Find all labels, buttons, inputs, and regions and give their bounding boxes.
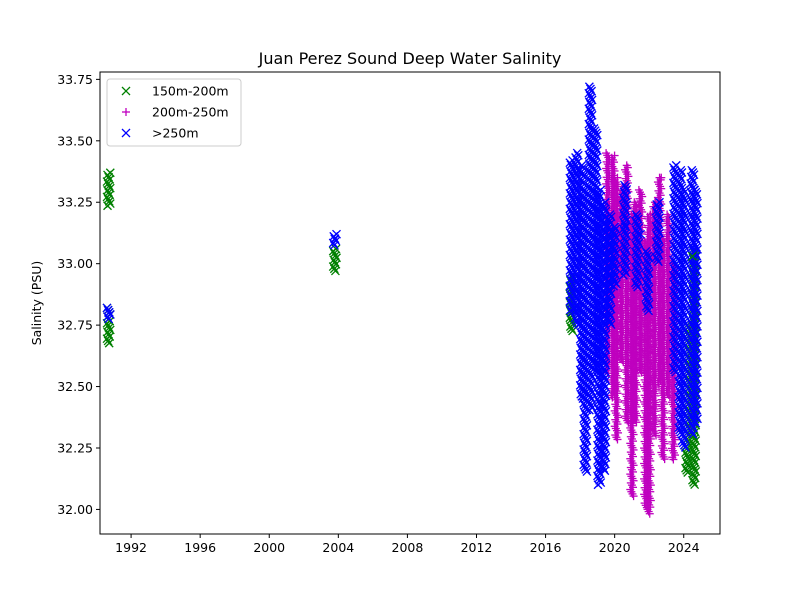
data-point-stroke-b bbox=[102, 334, 112, 344]
data-point bbox=[632, 418, 641, 427]
data-point-stroke-b bbox=[102, 192, 112, 202]
data-point bbox=[687, 475, 697, 485]
data-point-stroke-b bbox=[103, 179, 113, 189]
data-point-stroke-b bbox=[103, 336, 113, 346]
plot-area bbox=[102, 82, 702, 518]
data-point-stroke-b bbox=[329, 264, 339, 274]
data-point-stroke-b bbox=[689, 462, 699, 472]
data-point-stroke-b bbox=[329, 248, 339, 258]
data-point bbox=[102, 334, 112, 344]
data-points bbox=[102, 82, 702, 518]
data-point-stroke-b bbox=[102, 177, 112, 187]
data-point bbox=[689, 477, 699, 487]
data-point bbox=[102, 192, 112, 202]
y-axis-label: Salinity (PSU) bbox=[29, 261, 44, 346]
data-point-stroke-b bbox=[687, 475, 697, 485]
data-point-stroke-b bbox=[103, 185, 112, 195]
data-point bbox=[329, 264, 339, 274]
data-point bbox=[629, 492, 638, 501]
data-point-stroke-b bbox=[103, 170, 112, 180]
data-point bbox=[102, 177, 112, 187]
data-point-stroke-b bbox=[103, 201, 112, 211]
data-point bbox=[613, 435, 622, 444]
data-point-stroke-b bbox=[689, 447, 699, 457]
data-point-stroke-b bbox=[688, 453, 698, 463]
data-point bbox=[103, 201, 112, 211]
data-point-stroke-b bbox=[328, 246, 338, 256]
data-point bbox=[687, 444, 697, 454]
data-point-stroke-b bbox=[103, 327, 112, 337]
data-point bbox=[687, 460, 697, 470]
data-cluster bbox=[328, 244, 341, 276]
data-point bbox=[681, 463, 690, 473]
data-point-stroke-b bbox=[681, 463, 690, 473]
data-point bbox=[328, 262, 338, 271]
data-point-stroke-b bbox=[329, 255, 339, 265]
data-point bbox=[104, 338, 114, 348]
data-point-stroke-b bbox=[690, 480, 700, 490]
data-point-stroke-b bbox=[687, 444, 697, 454]
data-point-stroke-b bbox=[687, 460, 697, 470]
data-point-stroke-b bbox=[688, 469, 698, 479]
chart-title: Juan Perez Sound Deep Water Salinity bbox=[258, 49, 562, 68]
data-cluster bbox=[102, 168, 115, 211]
data-point bbox=[103, 336, 113, 346]
data-point bbox=[690, 480, 700, 490]
data-point bbox=[330, 266, 340, 276]
data-point-stroke-b bbox=[688, 438, 698, 448]
data-point-stroke-b bbox=[103, 321, 113, 330]
data-point-stroke-b bbox=[328, 262, 338, 271]
data-point-stroke-b bbox=[689, 431, 699, 441]
data-point-stroke-b bbox=[103, 194, 113, 204]
data-point-stroke-b bbox=[689, 477, 699, 487]
data-point-stroke-b bbox=[681, 457, 691, 466]
data-point-stroke-b bbox=[104, 338, 114, 348]
data-point-stroke-b bbox=[330, 266, 340, 276]
